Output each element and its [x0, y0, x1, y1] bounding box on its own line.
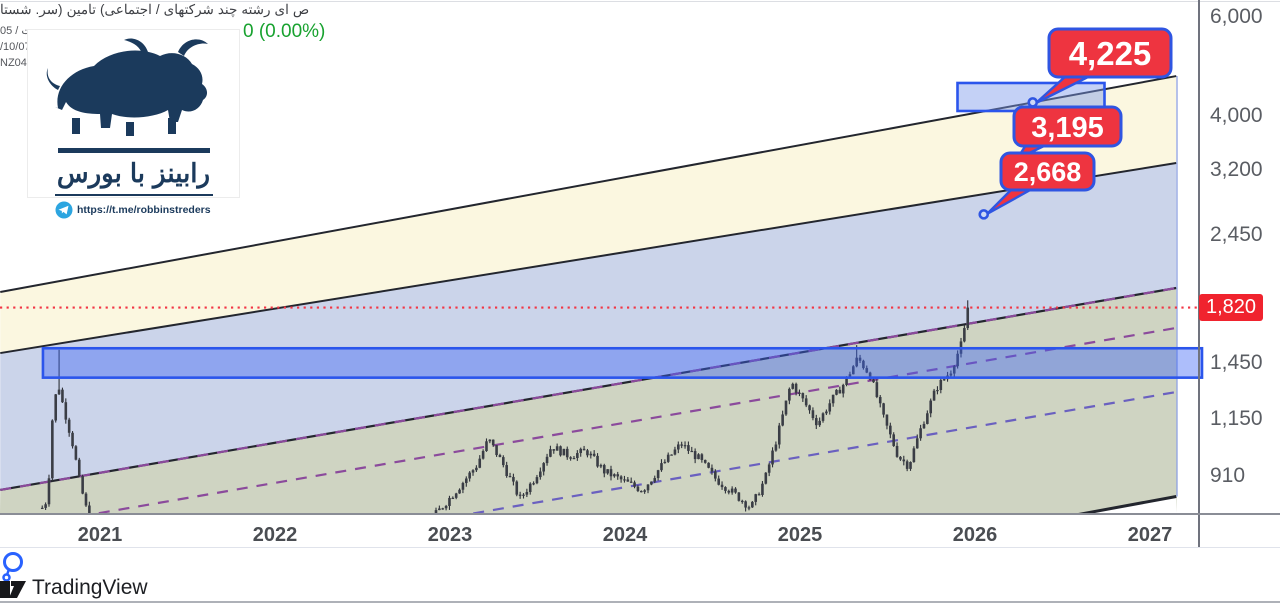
tradingview-watermark[interactable]: TradingView — [0, 576, 148, 600]
callout-value: 2,668 — [1014, 157, 1082, 187]
price-axis-label: 2,450 — [1210, 223, 1263, 247]
price-change-text: 0 (0.00%) — [243, 21, 326, 42]
ohlc-info-fragment: NZ044 — [0, 57, 34, 69]
tradingview-label: TradingView — [32, 576, 148, 599]
last-price-label: 1,820 — [1199, 294, 1263, 321]
time-axis-line — [0, 513, 1280, 515]
price-callout[interactable]: 4,225 — [1047, 27, 1173, 79]
telegram-url[interactable]: https://t.me/robbinstreders — [77, 204, 211, 216]
price-axis-label: 1,450 — [1210, 350, 1263, 374]
brand-word: رابینز — [153, 158, 211, 188]
brand-logo-card: بورس با رابینز https://t.me/robbinstreders — [28, 30, 239, 219]
symbol-title[interactable]: شستا (سر. تامین اجتماعی) / شرکتهای چند رشته ای ص — [0, 2, 460, 19]
price-callout[interactable]: 2,668 — [999, 151, 1096, 192]
symbol-title-word: شرکتهای — [163, 2, 214, 17]
top-divider — [0, 1, 1280, 2]
time-axis-label: 2024 — [602, 524, 648, 546]
upper-channel-band — [0, 76, 1177, 354]
time-axis-label: 2022 — [252, 524, 298, 546]
middle-channel-band — [0, 163, 1177, 490]
candlestick-series — [40, 300, 970, 513]
price-axis-label: 4,000 — [1210, 103, 1263, 127]
symbol-title-word: چند — [217, 2, 238, 17]
price-axis-label: 910 — [1210, 464, 1246, 488]
symbol-title-word: تامین — [66, 2, 97, 17]
time-axis-bottom-divider — [0, 547, 1280, 548]
balloon-pin-icon[interactable] — [0, 543, 40, 593]
tradingview-logo-icon — [0, 581, 26, 598]
price-callout[interactable]: 3,195 — [1012, 105, 1123, 148]
time-axis-label: 2023 — [427, 524, 473, 546]
time-axis-label: 2025 — [777, 524, 823, 546]
time-axis-label: 2026 — [952, 524, 998, 546]
channel-line — [0, 286, 1177, 492]
symbol-title-word: (سر. — [35, 2, 63, 17]
symbol-title-word: ص — [292, 2, 310, 17]
page-bottom-divider — [0, 601, 1280, 603]
brand-word: با — [129, 158, 146, 188]
callout-value: 4,225 — [1069, 35, 1152, 72]
price-axis-label: 3,200 — [1210, 158, 1263, 182]
bull-icon — [46, 38, 210, 153]
symbol-title-word: رشته — [241, 2, 271, 17]
price-axis-line — [1198, 0, 1200, 547]
price-axis-label: 6,000 — [1210, 4, 1263, 28]
brand-word: بورس — [56, 158, 122, 188]
time-axis-label: 2021 — [77, 524, 123, 546]
ohlc-info-fragment: ت / 05 — [0, 25, 32, 37]
telegram-icon — [55, 201, 73, 219]
callout-anchor — [1027, 97, 1039, 108]
symbol-title-word: ای — [274, 2, 289, 17]
lower-channel-band — [0, 288, 1177, 513]
brand-name: بورس با رابینز — [28, 158, 239, 189]
ohlc-info-fragment: /10/07 — [0, 40, 31, 53]
brand-divider — [55, 194, 213, 196]
support-zone[interactable] — [41, 346, 1204, 379]
channel-line — [0, 162, 1177, 355]
time-axis-label: 2027 — [1127, 524, 1173, 546]
symbol-title-word: شستا — [0, 2, 32, 17]
symbol-title-word: / — [155, 2, 160, 17]
callout-value: 3,195 — [1031, 112, 1104, 144]
symbol-title-word: اجتماعی) — [100, 2, 152, 17]
price-axis-label: 1,150 — [1210, 407, 1263, 431]
callout-anchor — [978, 209, 990, 220]
